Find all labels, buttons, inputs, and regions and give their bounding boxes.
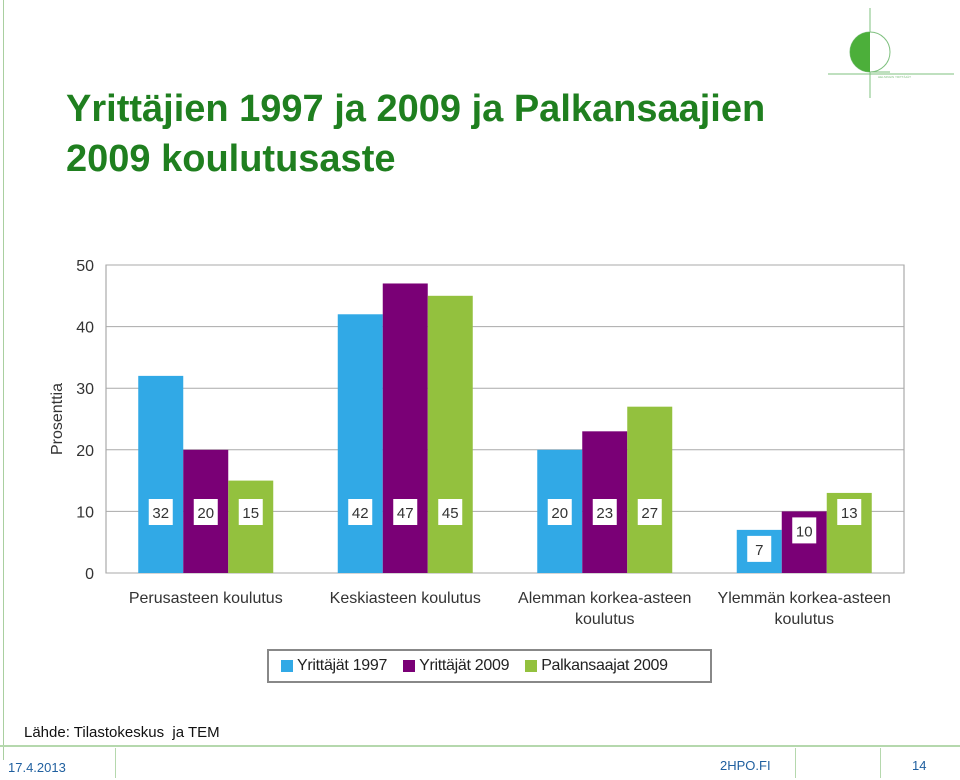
data-label: 20 <box>197 505 214 522</box>
footer-divider <box>0 745 960 747</box>
x-tick-label: Keskiasteen koulutus <box>330 590 481 607</box>
y-tick-label: 20 <box>76 443 94 460</box>
data-label: 15 <box>242 505 259 522</box>
legend-label-yrittajat-2009: Yrittäjät 2009 <box>419 657 510 674</box>
education-bar-chart: 0 10 20 30 40 50 Prosenttia 32 20 15 Perusasteen k… <box>49 258 905 628</box>
data-label-box <box>637 499 662 525</box>
data-label: 45 <box>442 505 459 522</box>
source-note: Lähde: Tilastokeskus ja TEM <box>24 724 220 741</box>
data-label: 10 <box>796 523 813 540</box>
data-label-box <box>837 499 862 525</box>
data-label: 27 <box>641 505 658 522</box>
x-tick-label: Perusasteen koulutus <box>129 590 283 607</box>
bar <box>382 283 428 573</box>
svg-text:HELSINGIN YRITTÄJÄT: HELSINGIN YRITTÄJÄT <box>878 75 911 79</box>
data-label-box <box>792 517 817 544</box>
x-tick-label: koulutus <box>774 611 834 628</box>
slide-title-line-2: 2009 koulutusaste <box>66 138 396 180</box>
data-label-box <box>148 499 173 525</box>
legend-swatch-yrittajat-2009 <box>403 660 416 672</box>
data-label-box <box>747 535 772 562</box>
left-border-line <box>3 0 4 760</box>
footer-site-link[interactable]: 2HPO.FI <box>720 758 771 773</box>
legend-swatch-yrittajat-1997 <box>281 660 293 672</box>
bar <box>427 295 473 573</box>
data-label-box <box>193 499 218 525</box>
footer-date: 17.4.2013 <box>8 760 66 775</box>
data-label: 23 <box>596 505 613 522</box>
footer-separator <box>795 748 796 778</box>
page-number: 14 <box>912 758 927 773</box>
data-label: 47 <box>397 505 414 522</box>
legend-item-yrittajat-1997: Yrittäjät 1997 <box>281 657 387 675</box>
data-label-box <box>393 499 418 525</box>
x-tick-label: Alemman korkea-asteen <box>518 590 691 607</box>
chart-legend: Yrittäjät 1997 Yrittäjät 2009 Palkansaaj… <box>267 649 712 683</box>
y-tick-label: 40 <box>76 320 94 337</box>
y-tick-label: 10 <box>76 504 94 521</box>
legend-item-yrittajat-2009: Yrittäjät 2009 <box>403 657 509 675</box>
2hpo-logo-icon: HELSINGIN YRITTÄJÄT <box>828 8 954 98</box>
legend-label-yrittajat-1997: Yrittäjät 1997 <box>297 657 388 674</box>
data-label: 20 <box>551 505 568 522</box>
slide-title: Yrittäjien 1997 ja 2009 ja Palkansaajien… <box>66 84 826 184</box>
data-label: 13 <box>841 505 858 522</box>
y-tick-label: 0 <box>85 566 94 583</box>
y-axis-label: Prosenttia <box>49 383 66 455</box>
x-tick-label: Ylemmän korkea-asteen <box>718 590 891 607</box>
y-tick-label: 50 <box>76 258 94 275</box>
y-tick-label: 30 <box>76 381 94 398</box>
legend-label-palkansaajat-2009: Palkansaajat 2009 <box>541 657 668 674</box>
bar <box>138 375 184 573</box>
data-label-box <box>348 499 373 525</box>
bar <box>228 480 274 573</box>
legend-item-palkansaajat-2009: Palkansaajat 2009 <box>525 657 668 675</box>
footer-separator <box>880 748 881 778</box>
data-label: 42 <box>352 505 369 522</box>
x-tick-label: koulutus <box>575 611 635 628</box>
data-label-box <box>238 499 263 525</box>
data-label-box <box>547 499 572 525</box>
bar <box>337 314 383 573</box>
legend-swatch-palkansaajat-2009 <box>525 660 538 672</box>
data-label-box <box>438 499 463 525</box>
data-label: 32 <box>152 505 169 522</box>
slide-title-line-1: Yrittäjien 1997 ja 2009 ja Palkansaajien <box>66 88 766 130</box>
data-label: 7 <box>755 542 763 559</box>
footer-separator <box>115 748 116 778</box>
bar <box>627 406 673 573</box>
data-label-box <box>592 499 617 525</box>
